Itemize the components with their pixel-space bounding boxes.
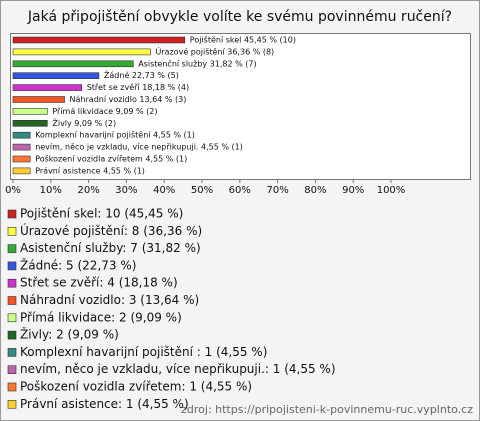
- legend-swatch: [7, 365, 17, 375]
- legend-swatch: [7, 382, 17, 392]
- bar: [12, 108, 48, 115]
- value-label: Komplexní havarijní pojištění 4,55 % (1): [35, 130, 195, 140]
- legend-label: Přímá likvidace: 2 (9,09 %): [20, 310, 182, 324]
- x-tick-label: 60%: [229, 185, 251, 196]
- bar: [12, 48, 151, 56]
- legend-swatch: [7, 296, 17, 305]
- legend-swatch: [7, 261, 17, 271]
- x-tick-label: 70%: [266, 185, 288, 196]
- bar: [12, 120, 48, 127]
- legend-swatch: [7, 399, 17, 409]
- value-label: Náhradní vozidlo 13,64 % (3): [70, 95, 187, 104]
- value-label: Úrazové pojištění 36,36 % (8): [155, 45, 274, 56]
- legend-label: Úrazové pojištění: 8 (36,36 %): [20, 223, 202, 238]
- x-tick-label: 100%: [377, 185, 406, 196]
- x-tick-label: 0%: [5, 185, 21, 196]
- bar: [12, 72, 100, 79]
- legend-swatch: [7, 348, 17, 357]
- x-tick-label: 90%: [342, 185, 364, 196]
- bar: [12, 167, 31, 175]
- x-tick-label: 40%: [153, 185, 175, 196]
- chart-title: Jaká připojištění obvykle volíte ke svém…: [27, 9, 452, 25]
- plot-area: [10, 33, 471, 180]
- value-label: Asistenční služby 31,82 % (7): [138, 58, 256, 68]
- x-tick-label: 10%: [40, 185, 62, 196]
- legend-label: Střet se zvěří: 4 (18,18 %): [20, 276, 178, 290]
- value-label: nevím, něco je vzkladu, více nepřikupuji…: [35, 143, 243, 152]
- source: zdroj: https://pripojisteni-k-povinnemu-…: [181, 403, 473, 416]
- legend-swatch: [7, 209, 17, 219]
- value-label: Živly 9,09 % (2): [52, 117, 116, 128]
- x-tick-label: 50%: [191, 185, 213, 196]
- legend-label: Živly: 2 (9,09 %): [20, 327, 119, 342]
- legend-swatch: [7, 227, 17, 236]
- bar: [12, 36, 186, 44]
- legend-swatch: [7, 330, 17, 340]
- bar: [12, 155, 31, 163]
- legend-label: Komplexní havarijní pojištění : 1 (4,55 …: [20, 345, 267, 359]
- legend-label: Pojištění skel: 10 (45,45 %): [20, 207, 183, 221]
- value-label: Žádné 22,73 % (5): [104, 69, 179, 80]
- value-label: Přímá likvidace 9,09 % (2): [52, 107, 157, 116]
- value-label: Pojištění skel 45,45 % (10): [190, 35, 296, 45]
- legend-swatch: [7, 313, 17, 323]
- value-label: Poškození vozidla zvířetem 4,55 % (1): [35, 154, 187, 164]
- bar: [12, 143, 31, 151]
- bar: [12, 131, 31, 139]
- legend-label: nevím, něco je vzkladu, více nepřikupuji…: [20, 362, 336, 376]
- value-label: Právní asistence 4,55 % (1): [35, 166, 145, 175]
- value-label: Střet se zvěří 18,18 % (4): [87, 83, 189, 92]
- legend-label: Asistenční služby: 7 (31,82 %): [20, 241, 201, 255]
- legend-label: Poškození vozidla zvířetem: 1 (4,55 %): [20, 380, 252, 394]
- bar: [12, 96, 65, 103]
- legend-swatch: [7, 278, 17, 288]
- legend-label: Právní asistence: 1 (4,55 %): [20, 397, 189, 411]
- bar: [12, 84, 83, 91]
- bar: [12, 60, 134, 68]
- legend-label: Žádné: 5 (22,73 %): [20, 257, 136, 272]
- legend-swatch: [7, 244, 17, 253]
- legend-label: Náhradní vozidlo: 3 (13,64 %): [20, 293, 199, 307]
- x-tick-label: 80%: [304, 185, 326, 196]
- x-tick-label: 20%: [77, 185, 99, 196]
- x-tick-label: 30%: [115, 185, 137, 196]
